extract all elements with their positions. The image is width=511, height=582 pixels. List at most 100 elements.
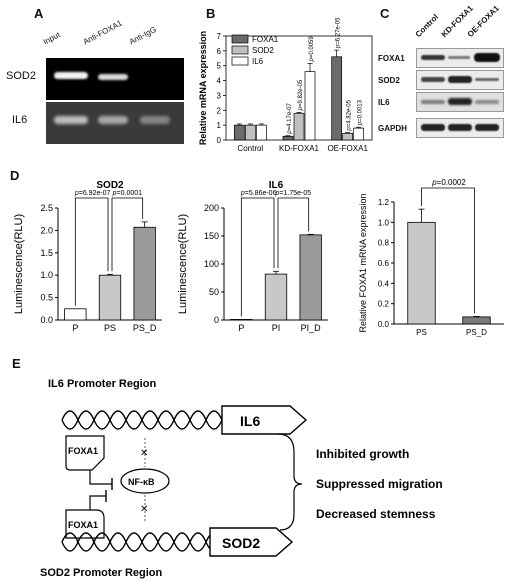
panel-label-e: E [12, 356, 21, 371]
chart-d-sod2-luminescence: 0.0 0.5 1.0 1.5 2.0 2.5 Luminescence(RLU) SOD2 P… [13, 180, 162, 333]
panel-label-d: D [10, 168, 20, 183]
bar [282, 135, 294, 141]
bar [244, 124, 256, 141]
gel-band [54, 116, 88, 124]
panel-label-a: A [34, 6, 44, 21]
y-axis-label: Luminescence(RLU) [177, 214, 189, 314]
bar [264, 273, 288, 321]
y-tick-label: 2.5 [40, 203, 53, 213]
blot-band [421, 55, 445, 60]
x-tick-label: OE-FOXA1 [327, 144, 368, 153]
p-value-label: p=4.82e-05 [347, 99, 353, 131]
x-tick-label: Control [237, 144, 263, 153]
y-tick-label: 100 [204, 259, 219, 269]
panel-label-b: B [206, 6, 216, 21]
foxa1-bottom-inhibit-line [89, 495, 106, 510]
wb-strip-sod2 [416, 70, 504, 90]
wb-strip-gapdh [416, 118, 504, 138]
lane-label-anti-foxa1: Anti-FOXA1 [81, 18, 124, 47]
bar [331, 56, 343, 141]
il6-promoter-region-label: IL6 Promoter Region [48, 378, 156, 390]
blot-band [475, 78, 499, 81]
blot-band [421, 124, 445, 131]
p-value-label: p=5.86e-06 [240, 190, 277, 197]
y-tick-label: 0.2 [378, 300, 390, 309]
wb-strip-il6 [416, 92, 504, 112]
blot-band [448, 124, 472, 131]
blot-band [474, 53, 500, 62]
sod2-gene-arrow [209, 527, 294, 557]
y-tick-label: 3 [217, 91, 222, 100]
gel-image-il6 [46, 102, 184, 144]
y-tick-label: 1 [217, 121, 222, 130]
panel-label-c: C [380, 6, 390, 21]
x-tick-label: PS [416, 328, 427, 337]
legend-swatch [231, 34, 249, 44]
significance-bracket [240, 197, 275, 317]
y-tick-label: 6 [217, 47, 222, 56]
legend-label: IL6 [252, 57, 264, 66]
p-value-label: p=1.75e-05 [275, 190, 312, 197]
bar [133, 226, 156, 321]
y-tick-label: 0 [217, 136, 222, 145]
y-tick-label: 7 [217, 32, 222, 41]
y-axis-label: Relative mRNA expression [198, 31, 208, 145]
x-tick-label: PS_D [133, 323, 157, 333]
legend-label: SOD2 [252, 46, 274, 55]
outcome-3: Decreased stemness [316, 507, 436, 521]
bar [342, 132, 354, 141]
bar [407, 221, 436, 325]
wb-lane-control: Control [413, 12, 441, 39]
significance-bracket [111, 197, 144, 272]
block-mark-top: ✕ [140, 448, 148, 459]
lane-label-input: Input [41, 30, 62, 47]
significance-bracket [277, 197, 310, 269]
chart-title: SOD2 [96, 180, 124, 191]
il6-dna-helix [61, 410, 223, 430]
chart-d-foxa1-mrna: 0.0 0.2 0.4 0.6 0.8 1.0 1.2 Relative FOXA1 mRNA… [358, 178, 504, 337]
y-tick-label: 0.0 [40, 315, 53, 325]
gel-band [140, 116, 170, 124]
significance-bracket [74, 197, 109, 306]
p-value-label: p=4.17e-07 [287, 102, 293, 134]
y-tick-label: 1.5 [40, 248, 53, 258]
y-tick-label: 1.2 [378, 198, 390, 207]
y-tick-label: 0.8 [378, 239, 390, 248]
bar [230, 319, 253, 321]
y-tick-label: 1.0 [40, 270, 53, 280]
il6-gene-arrow [221, 405, 308, 435]
legend-label: FOXA1 [252, 35, 279, 44]
blot-band [448, 56, 470, 59]
y-tick-label: 2.0 [40, 225, 53, 235]
x-tick-label: P [72, 323, 78, 333]
lane-label-anti-igg: Anti-IgG [127, 24, 158, 47]
foxa1-top-shape [65, 435, 105, 471]
wb-row-sod2: SOD2 [378, 76, 400, 85]
sod2-dna-helix [61, 532, 223, 552]
block-mark-bottom: ✕ [140, 504, 148, 515]
y-tick-label: 150 [204, 231, 219, 241]
nfkb-label: NF-κB [128, 477, 155, 487]
y-axis-label: Relative FOXA1 mRNA expression [358, 193, 368, 332]
foxa1-top-label: FOXA1 [68, 446, 98, 456]
y-axis-label: Luminescence(RLU) [13, 214, 25, 314]
x-tick-label: KD-FOXA1 [279, 144, 320, 153]
foxa1-bottom-shape [65, 509, 105, 539]
x-tick-label: PI [272, 323, 281, 333]
blot-band [421, 100, 445, 104]
p-value-label: p=6.92e-07 [74, 190, 111, 197]
wb-row-gapdh: GAPDH [378, 124, 407, 133]
legend-swatch [231, 45, 249, 55]
gel-band [98, 116, 128, 124]
sod2-promoter-region-label: SOD2 Promoter Region [40, 567, 163, 579]
outcome-2: Suppressed migration [316, 477, 443, 491]
wb-row-il6: IL6 [378, 98, 390, 107]
blot-band [448, 98, 472, 105]
bar [299, 234, 322, 321]
blot-band [475, 100, 499, 104]
x-tick-label: PI_D [301, 323, 322, 333]
chart-d-il6-luminescence: 0 50 100 150 200 Luminescence(RLU) IL6 P PI PI_D p… [177, 180, 328, 333]
y-tick-label: 5 [217, 62, 222, 71]
p-value-label: p=0.0002 [431, 178, 466, 187]
blot-band [475, 124, 499, 131]
